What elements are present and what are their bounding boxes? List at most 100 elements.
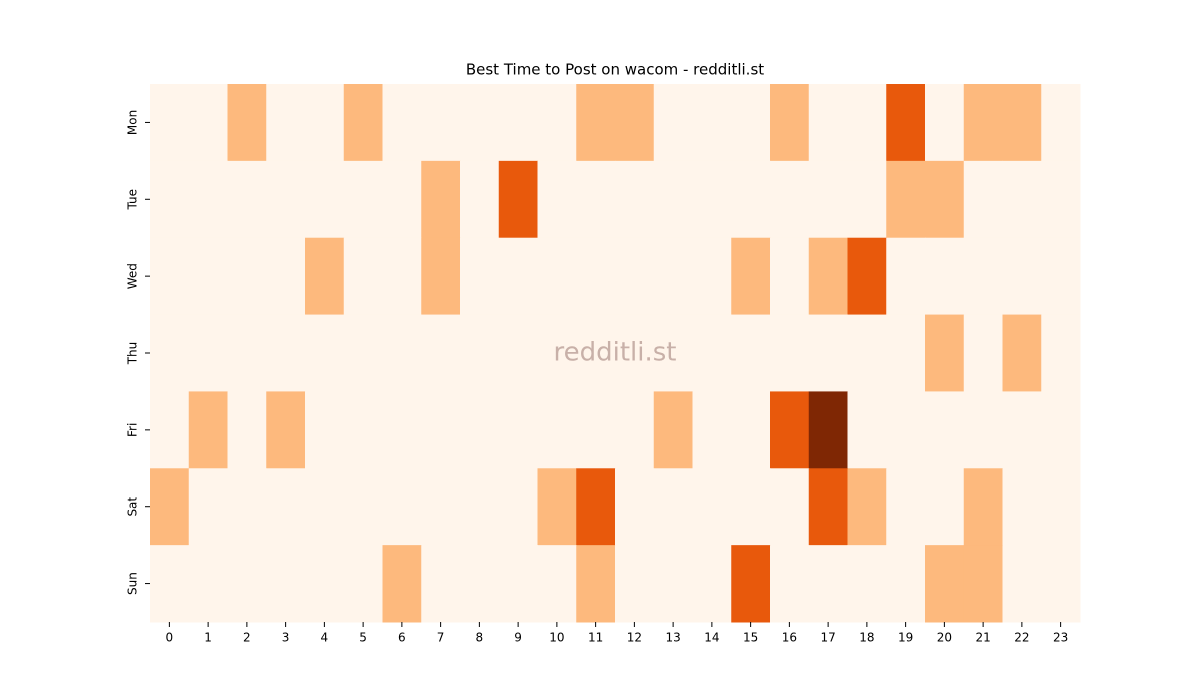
x-tick-label: 9 (514, 631, 522, 645)
x-tick-label: 17 (820, 631, 835, 645)
heatmap-cell (886, 237, 926, 316)
heatmap-cell (808, 84, 848, 162)
heatmap-cell (188, 160, 228, 239)
x-tick-label: 23 (1053, 631, 1068, 645)
x-tick-label: 18 (859, 631, 874, 645)
heatmap-cell (653, 237, 693, 316)
heatmap-cell (963, 391, 1003, 469)
heatmap-cell (382, 314, 422, 392)
heatmap-cell (731, 160, 771, 239)
heatmap-cell (150, 545, 190, 623)
heatmap-cell (963, 160, 1003, 239)
heatmap-cell (692, 314, 732, 392)
heatmap-cell (305, 314, 345, 392)
heatmap-cell (537, 314, 577, 392)
heatmap-cell (692, 468, 732, 546)
heatmap-cell (692, 237, 732, 316)
y-tick-label: Wed (126, 263, 140, 289)
y-tick-label: Fri (126, 423, 140, 437)
heatmap-cell (576, 237, 616, 316)
x-tick-label: 16 (782, 631, 797, 645)
heatmap-cell (576, 545, 616, 623)
heatmap-cell (498, 468, 538, 546)
heatmap-cell (537, 237, 577, 316)
heatmap-cell (460, 84, 500, 162)
heatmap-cell (498, 545, 538, 623)
heatmap-cell (421, 160, 461, 239)
heatmap-cell (808, 314, 848, 392)
heatmap-cell (227, 314, 267, 392)
heatmap-cell (460, 314, 500, 392)
heatmap-cell (305, 84, 345, 162)
heatmap-cell (382, 545, 422, 623)
heatmap-cell (770, 545, 810, 623)
heatmap-cell (886, 84, 926, 162)
heatmap-cell (305, 237, 345, 316)
x-tick-label: 2 (243, 631, 251, 645)
heatmap-cell (963, 237, 1003, 316)
heatmap-cell (150, 391, 190, 469)
heatmap-cell (266, 84, 306, 162)
heatmap-cell (653, 391, 693, 469)
heatmap-cell (460, 468, 500, 546)
y-tick-label: Mon (126, 110, 140, 135)
heatmap-cell (266, 391, 306, 469)
heatmap-cell (266, 545, 306, 623)
heatmap-cell (770, 314, 810, 392)
heatmap-cell (421, 391, 461, 469)
heatmap-cell (498, 84, 538, 162)
x-tick-label: 1 (204, 631, 212, 645)
heatmap-cell (305, 468, 345, 546)
heatmap-cell (1002, 160, 1042, 239)
heatmap-cell (498, 314, 538, 392)
heatmap-cell (1002, 314, 1042, 392)
heatmap-cell (382, 391, 422, 469)
heatmap-cell (1002, 545, 1042, 623)
heatmap-cell (576, 314, 616, 392)
x-tick-label: 19 (898, 631, 913, 645)
heatmap-cell (188, 237, 228, 316)
heatmap-cell (382, 237, 422, 316)
heatmap-cell (808, 160, 848, 239)
heatmap-cell (150, 237, 190, 316)
heatmap-cell (188, 314, 228, 392)
heatmap-cell (150, 84, 190, 162)
heatmap-cell (266, 468, 306, 546)
x-tick-label: 20 (937, 631, 952, 645)
heatmap-cell (576, 84, 616, 162)
heatmap-cell (421, 237, 461, 316)
heatmap-cell (615, 468, 655, 546)
y-tick-label: Tue (126, 189, 140, 211)
heatmap-cell (188, 545, 228, 623)
heatmap-cell (1041, 237, 1081, 316)
heatmap-cell (343, 314, 383, 392)
heatmap-cell (343, 237, 383, 316)
heatmap-cell (1041, 84, 1081, 162)
heatmap-cell (1041, 160, 1081, 239)
heatmap-cell (382, 468, 422, 546)
heatmap-cell (266, 314, 306, 392)
heatmap-cell (150, 160, 190, 239)
heatmap-cell (460, 237, 500, 316)
heatmap-cell (421, 545, 461, 623)
heatmap-cell (808, 468, 848, 546)
heatmap-cell (731, 84, 771, 162)
heatmap-cell (1002, 84, 1042, 162)
heatmap-cell (343, 391, 383, 469)
heatmap-cell (460, 545, 500, 623)
heatmap-cell (576, 160, 616, 239)
heatmap-cell (653, 314, 693, 392)
y-tick-label: Thu (126, 342, 140, 366)
x-tick-label: 15 (743, 631, 758, 645)
heatmap-cell (770, 391, 810, 469)
heatmap-cell (731, 391, 771, 469)
x-tick-label: 6 (398, 631, 406, 645)
heatmap-cell (382, 160, 422, 239)
heatmap-cell (963, 314, 1003, 392)
heatmap-cell (731, 545, 771, 623)
heatmap-cell (1002, 237, 1042, 316)
heatmap-cell (460, 160, 500, 239)
heatmap-cell (1041, 391, 1081, 469)
heatmap-cell (847, 160, 887, 239)
